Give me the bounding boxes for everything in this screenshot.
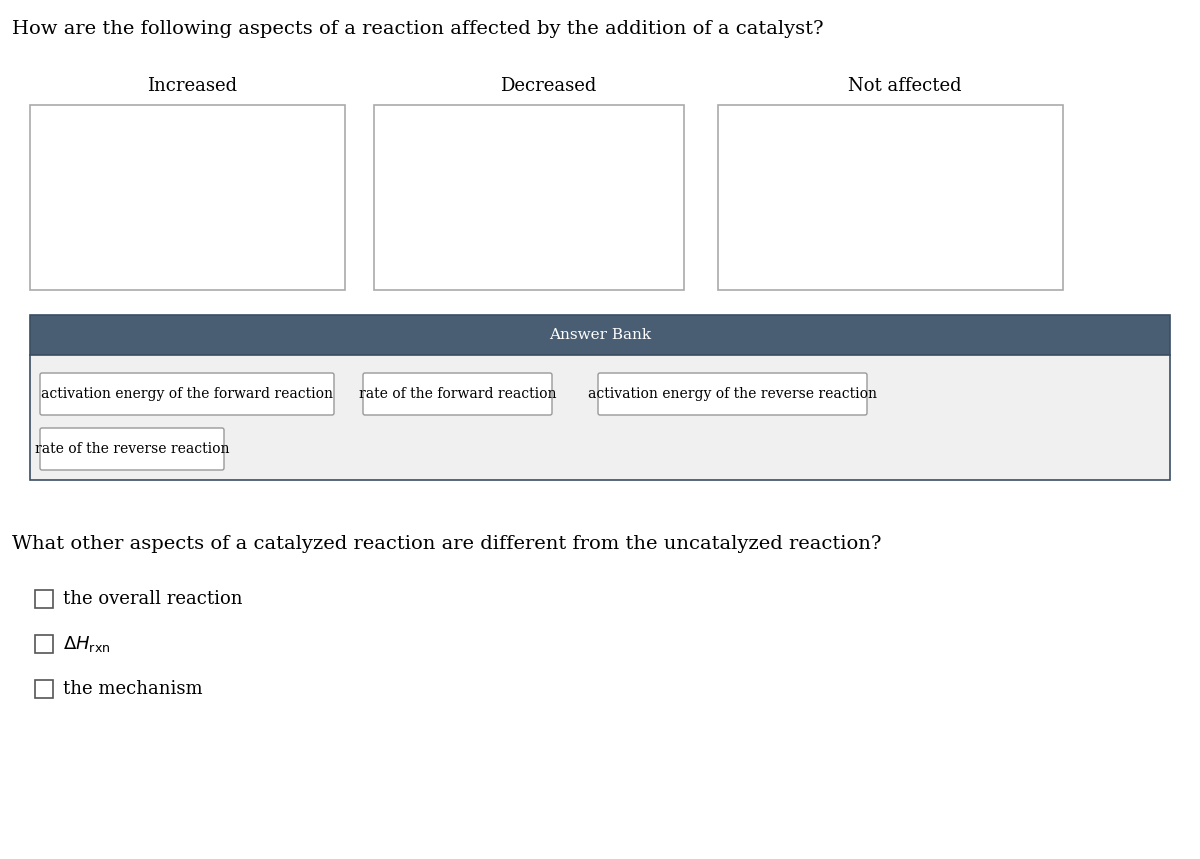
- FancyBboxPatch shape: [35, 635, 53, 653]
- FancyBboxPatch shape: [30, 315, 1170, 355]
- Text: How are the following aspects of a reaction affected by the addition of a cataly: How are the following aspects of a react…: [12, 20, 823, 38]
- FancyBboxPatch shape: [40, 373, 334, 415]
- Text: $\Delta H_{\mathrm{rxn}}$: $\Delta H_{\mathrm{rxn}}$: [64, 634, 110, 654]
- FancyBboxPatch shape: [35, 590, 53, 608]
- Text: rate of the reverse reaction: rate of the reverse reaction: [35, 442, 229, 456]
- FancyBboxPatch shape: [598, 373, 866, 415]
- Text: activation energy of the forward reaction: activation energy of the forward reactio…: [41, 387, 334, 401]
- Text: Decreased: Decreased: [500, 77, 596, 95]
- Text: the mechanism: the mechanism: [64, 680, 203, 698]
- Text: What other aspects of a catalyzed reaction are different from the uncatalyzed re: What other aspects of a catalyzed reacti…: [12, 535, 882, 553]
- FancyBboxPatch shape: [40, 428, 224, 470]
- FancyBboxPatch shape: [718, 105, 1063, 290]
- Text: activation energy of the reverse reaction: activation energy of the reverse reactio…: [588, 387, 877, 401]
- FancyBboxPatch shape: [30, 355, 1170, 480]
- FancyBboxPatch shape: [30, 105, 346, 290]
- Text: the overall reaction: the overall reaction: [64, 590, 242, 608]
- Text: Answer Bank: Answer Bank: [548, 328, 652, 342]
- FancyBboxPatch shape: [364, 373, 552, 415]
- Text: Increased: Increased: [146, 77, 238, 95]
- FancyBboxPatch shape: [35, 680, 53, 698]
- Text: Not affected: Not affected: [848, 77, 962, 95]
- Text: rate of the forward reaction: rate of the forward reaction: [359, 387, 557, 401]
- FancyBboxPatch shape: [374, 105, 684, 290]
